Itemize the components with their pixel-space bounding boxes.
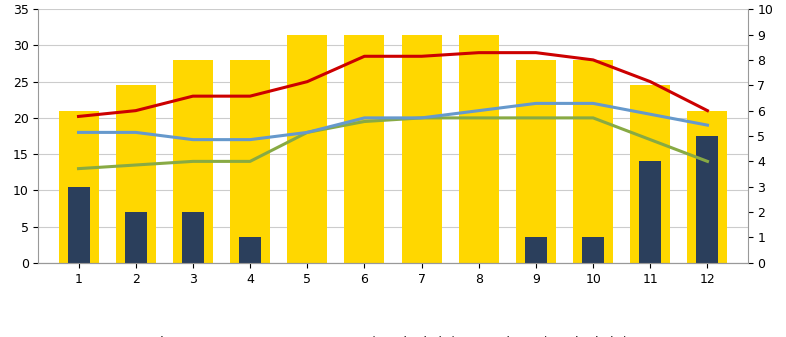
- Legend: Sonnenstunden, Regentage, max. °C (Durchschnitt), min. °C (Durchschnitt), Wasser: Sonnenstunden, Regentage, max. °C (Durch…: [54, 331, 732, 337]
- Bar: [639, 161, 661, 263]
- Bar: [582, 238, 604, 263]
- Bar: [116, 85, 156, 263]
- Bar: [402, 34, 442, 263]
- Bar: [68, 187, 90, 263]
- Bar: [230, 60, 270, 263]
- Bar: [58, 111, 98, 263]
- Bar: [287, 34, 327, 263]
- Bar: [573, 60, 613, 263]
- Bar: [239, 238, 261, 263]
- Bar: [688, 111, 728, 263]
- Bar: [182, 212, 204, 263]
- Bar: [516, 60, 556, 263]
- Bar: [525, 238, 547, 263]
- Bar: [344, 34, 384, 263]
- Bar: [696, 136, 718, 263]
- Bar: [125, 212, 147, 263]
- Bar: [173, 60, 213, 263]
- Bar: [459, 34, 499, 263]
- Bar: [630, 85, 670, 263]
